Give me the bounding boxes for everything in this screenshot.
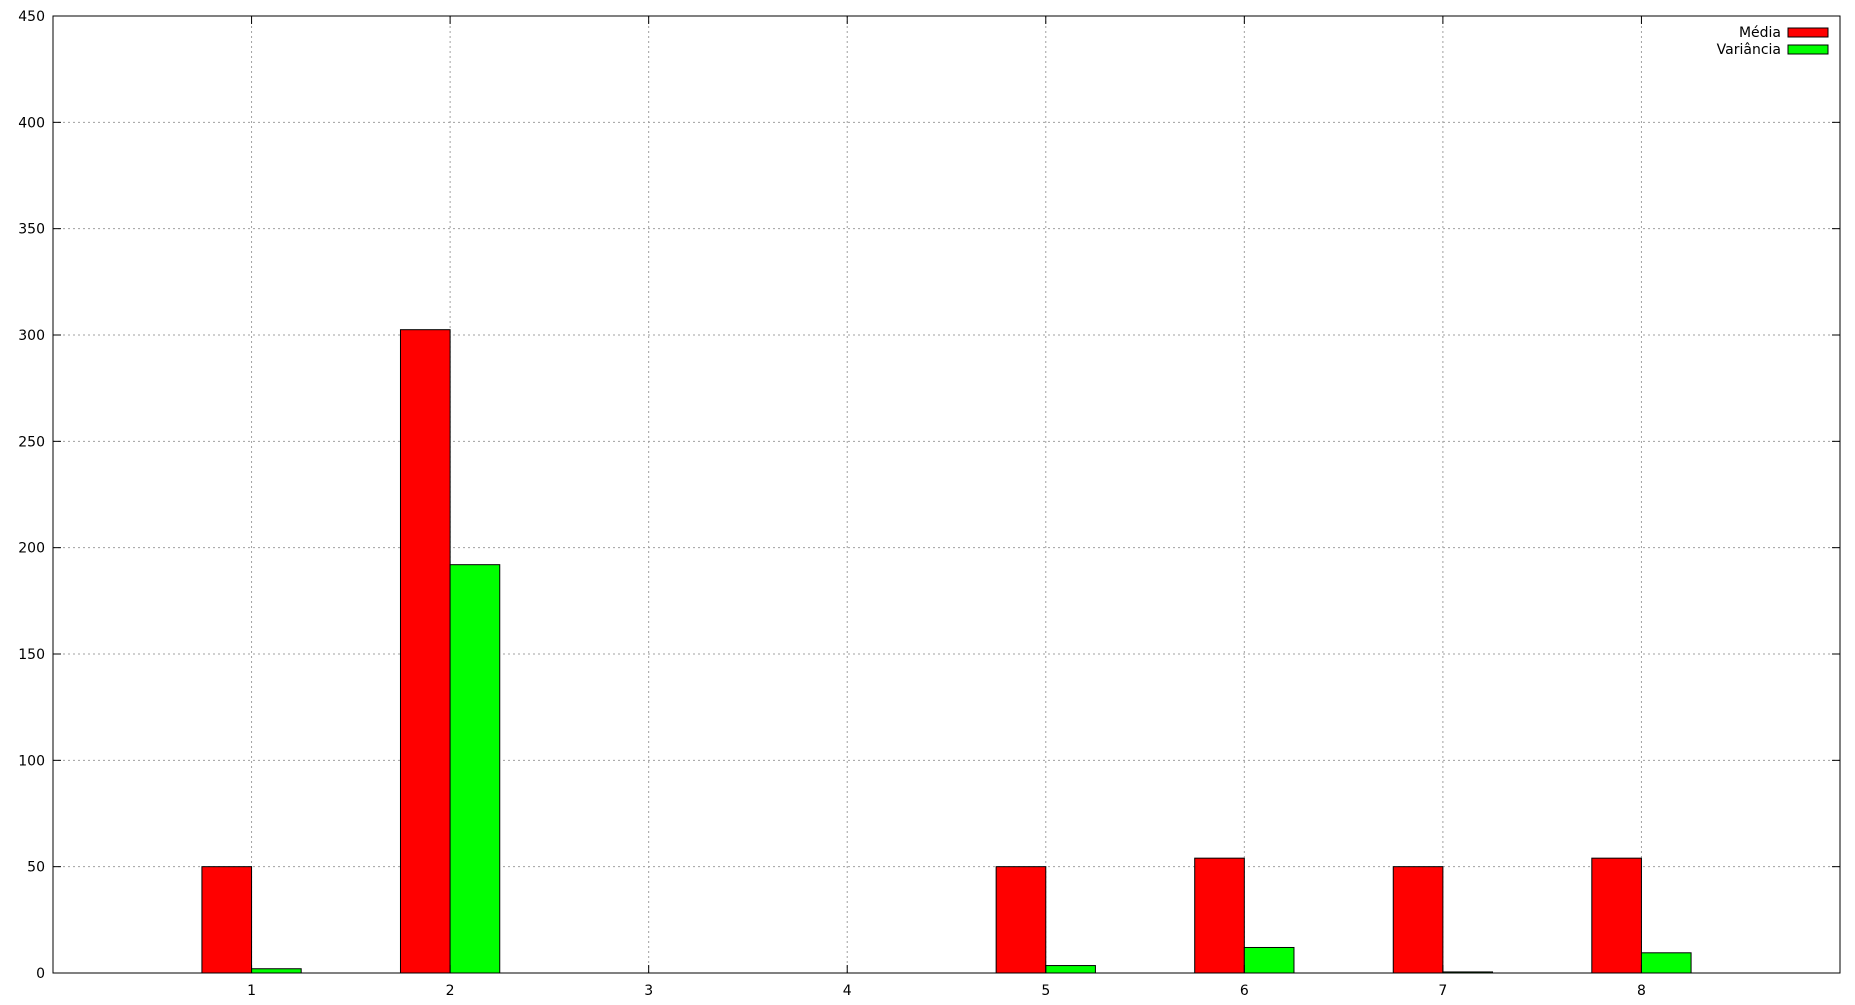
y-tick-label: 150 [18,647,45,663]
bar-variancia-1 [251,968,302,974]
y-tick-label: 100 [18,753,45,769]
bar-media-8 [1591,857,1642,974]
x-tick-label: 1 [247,983,256,999]
legend-label: Média [1739,25,1781,41]
bars-layer [201,329,1692,974]
y-tick-label: 0 [36,966,45,982]
x-tick-label: 4 [843,983,852,999]
bar-variancia-2 [449,564,501,974]
x-tick-label: 7 [1438,983,1447,999]
legend-label: Variância [1717,42,1781,58]
x-tick-label: 2 [446,983,455,999]
x-tick-label: 6 [1240,983,1249,999]
bar-variancia-6 [1243,946,1295,974]
y-tick-label: 400 [18,115,45,131]
bar-media-7 [1392,866,1444,974]
y-tick-label: 200 [18,541,45,557]
bar-media-2 [399,329,451,974]
ticks-layer: 0 50 100 150 200 250 300 350 400 450 1 2 3 4 5 6 7 8 [18,9,1840,999]
legend-swatch [1787,27,1829,38]
x-tick-label: 5 [1041,983,1050,999]
bar-variancia-5 [1045,965,1096,974]
bar-media-1 [201,866,253,974]
y-tick-label: 450 [18,9,45,25]
bar-variancia-8 [1640,952,1692,974]
legend-swatch [1787,44,1829,55]
y-tick-label: 300 [18,328,45,344]
x-tick-label: 3 [644,983,653,999]
x-tick-label: 8 [1637,983,1646,999]
bar-media-5 [995,866,1047,974]
y-tick-label: 50 [27,860,45,876]
plot-frame [52,15,1841,974]
y-tick-label: 350 [18,222,45,238]
y-tick-label: 250 [18,434,45,450]
bar-media-6 [1194,857,1245,974]
